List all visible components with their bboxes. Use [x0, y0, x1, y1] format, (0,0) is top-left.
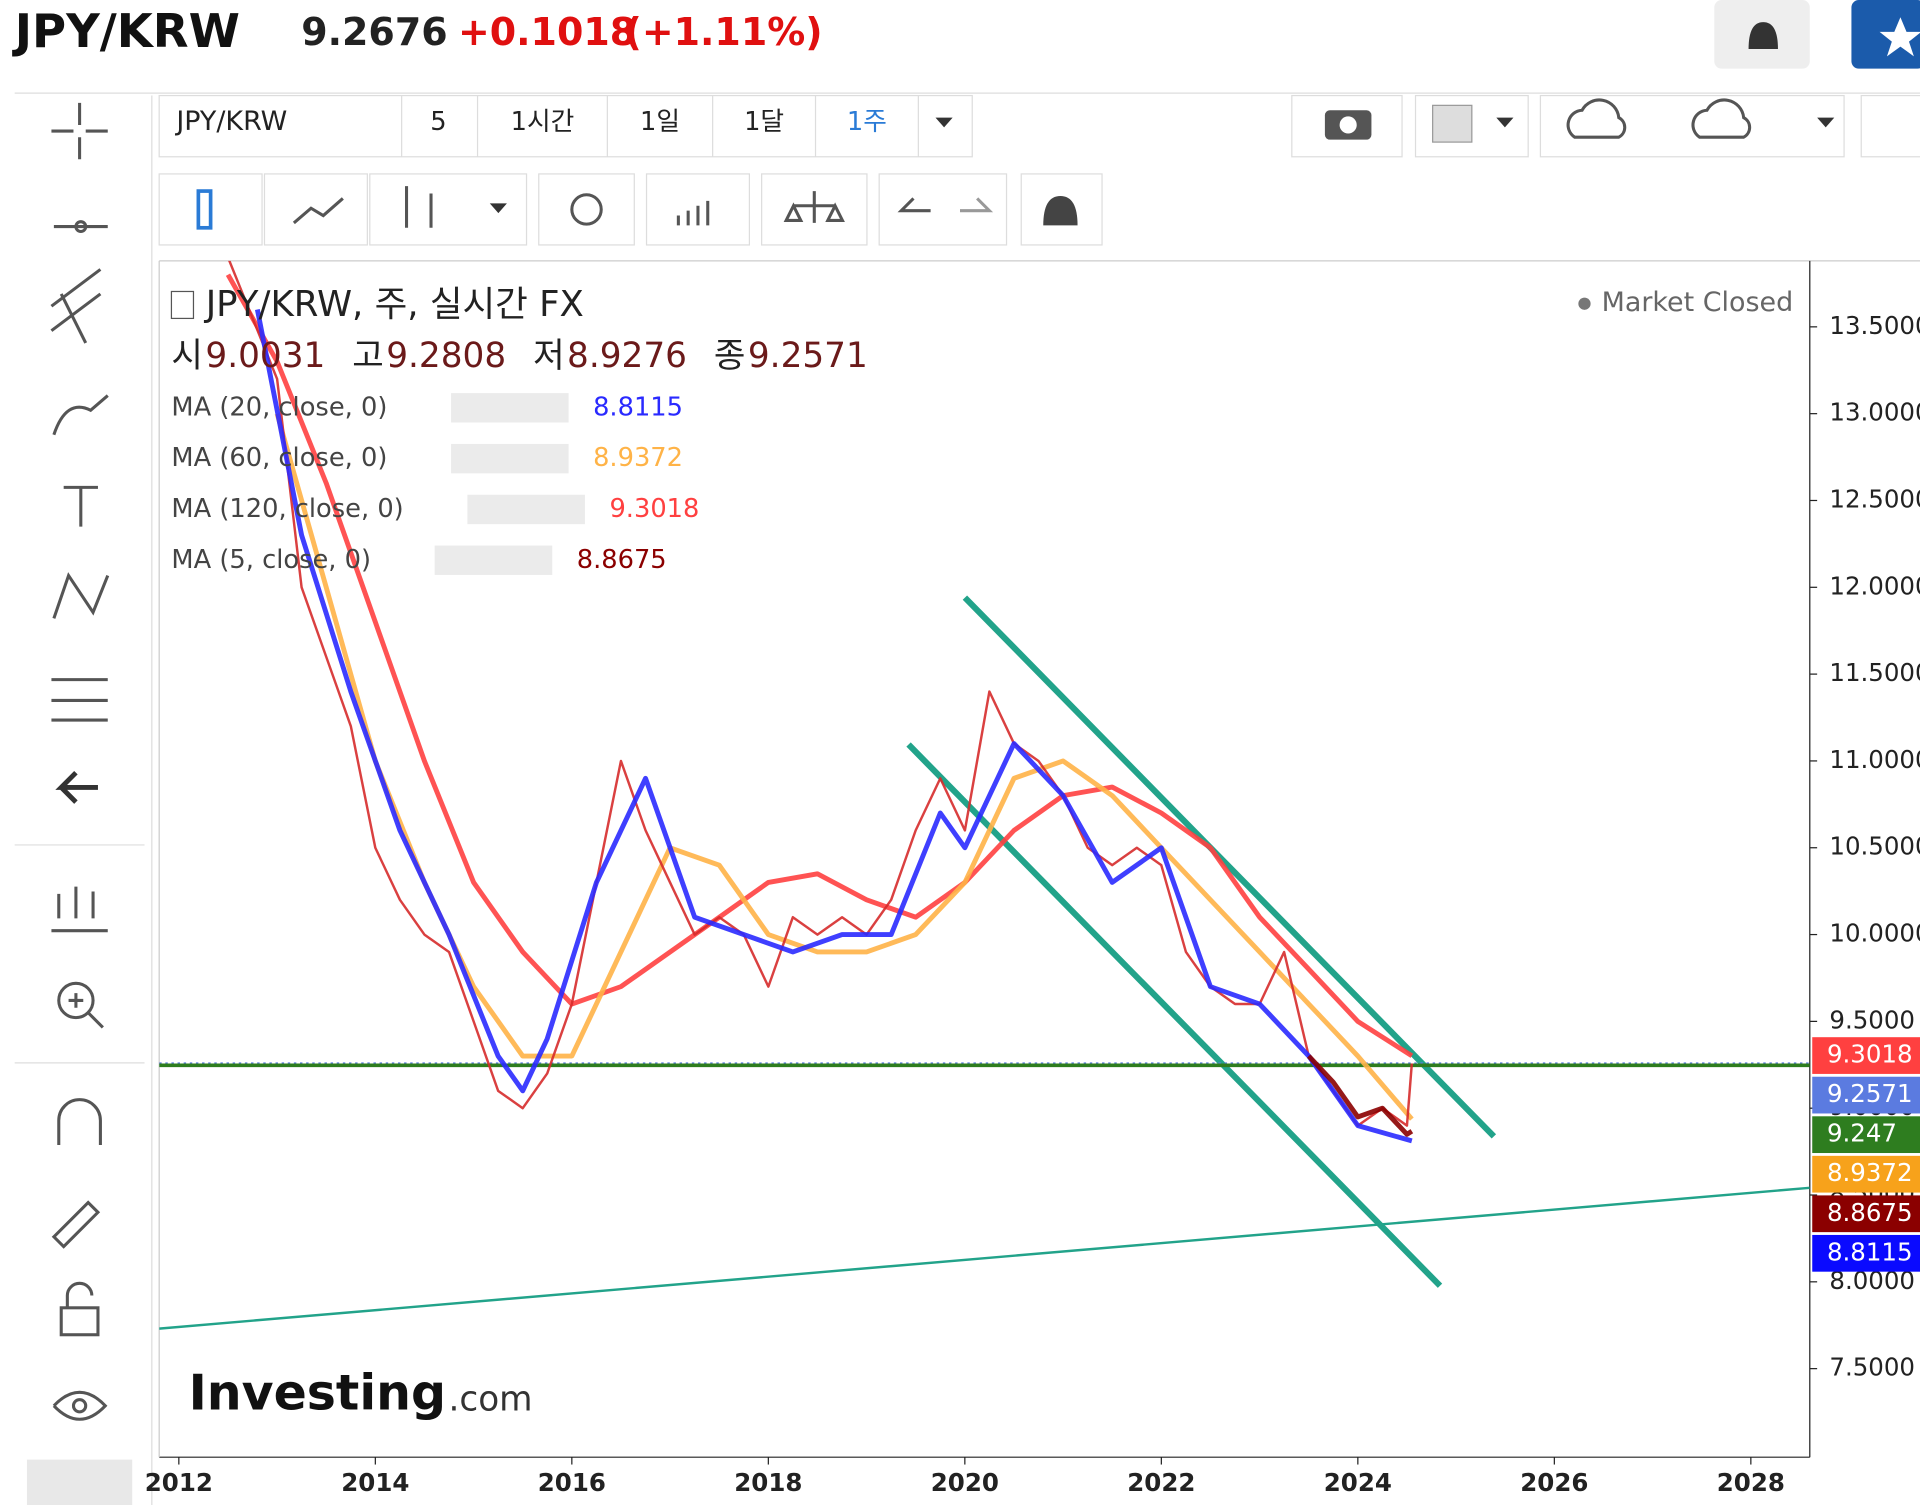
y-tick-label: 13.5000	[1829, 311, 1920, 340]
x-tick-label: 2012	[145, 1468, 213, 1497]
y-tick-label: 12.5000	[1829, 484, 1920, 513]
x-tick-label: 2026	[1520, 1468, 1588, 1497]
ma-line	[1306, 1054, 1414, 1137]
ohlc-label: 시	[171, 336, 203, 376]
price: 9.2676	[301, 10, 447, 54]
price-badge-label: 9.3018	[1827, 1040, 1913, 1069]
bell-icon	[1748, 22, 1778, 54]
legend-controls	[451, 393, 569, 423]
y-tick-label: 11.0000	[1829, 745, 1920, 774]
link-tool[interactable]	[26, 1459, 133, 1509]
legend-label: MA (60, close, 0)	[171, 443, 387, 473]
star-icon	[1879, 17, 1920, 57]
price-badge	[1812, 1116, 1920, 1154]
watermark-brand: Investing	[189, 1364, 446, 1421]
channel-lower	[906, 742, 1443, 1288]
fullscreen-button[interactable]	[1860, 94, 1920, 158]
x-tick-label: 2014	[341, 1468, 409, 1497]
watermark-suffix: .com	[448, 1379, 532, 1419]
x-tick-label: 2016	[538, 1468, 606, 1497]
support-line	[159, 1186, 1810, 1330]
legend-value: 8.8115	[593, 392, 683, 422]
symbol: JPY/KRW	[12, 4, 240, 58]
interval-group: 5 1시간 1일 1달 1주	[430, 107, 887, 137]
legend-controls	[434, 545, 553, 575]
price-badge	[1812, 1076, 1920, 1114]
legend-value: 9.3018	[609, 494, 699, 524]
interval[interactable]: 5	[430, 107, 446, 137]
legend-label: MA (20, close, 0)	[171, 392, 387, 422]
y-tick-label: 12.0000	[1829, 571, 1920, 600]
price-badge	[1812, 1037, 1920, 1074]
x-tick-label: 2024	[1324, 1468, 1392, 1497]
dropdown-arrow[interactable]	[935, 117, 953, 128]
legend-controls	[467, 494, 585, 525]
market-status: Market Closed	[1602, 287, 1794, 318]
change-pct: (+1.11%)	[624, 10, 822, 54]
indicator-legend: MA (20, close, 0) 8.8115 MA (60, close, 0)…	[171, 392, 699, 575]
y-tick-label: 9.5000	[1829, 1005, 1915, 1034]
y-tick-label: 10.5000	[1829, 832, 1920, 861]
price-badge-label: 8.8115	[1827, 1237, 1913, 1266]
ohlc-label: 고	[352, 336, 384, 376]
interval[interactable]: 1주	[847, 107, 887, 137]
interval[interactable]: 1일	[640, 107, 680, 137]
y-tick-label: 7.5000	[1829, 1353, 1915, 1382]
y-tick-label: 10.0000	[1829, 919, 1920, 948]
ohlc-value: 8.9276	[567, 336, 687, 376]
drawing-tools	[50, 220, 110, 1421]
x-tick-label: 2022	[1127, 1468, 1195, 1497]
legend-value: 8.8675	[577, 545, 667, 575]
y-tick-label: 13.0000	[1829, 398, 1920, 427]
ma-line	[225, 273, 1414, 1058]
ma-line	[274, 413, 1414, 1121]
legend-label: MA (120, close, 0)	[171, 494, 403, 524]
change: +0.1018	[458, 10, 636, 54]
legend-label: MA (5, close, 0)	[171, 545, 371, 575]
price-badge-label: 9.247	[1827, 1119, 1897, 1148]
interval-bar	[158, 94, 973, 158]
interval[interactable]: 1시간	[511, 107, 575, 137]
price-badge-label: 8.8675	[1827, 1198, 1913, 1227]
ohlc-row: 시 9.0031 고 9.2808 저 8.9276 종 9.2571	[171, 336, 867, 376]
toolbar-symbol[interactable]: JPY/KRW	[174, 106, 287, 137]
price-badge	[1812, 1234, 1920, 1272]
x-tick-label: 2020	[931, 1468, 999, 1497]
ohlc-label: 저	[533, 336, 565, 376]
status-dot	[1578, 297, 1591, 310]
ohlc-value: 9.2571	[748, 336, 868, 376]
sidebar-icons	[51, 102, 108, 160]
price-badge-label: 8.9372	[1827, 1158, 1913, 1187]
price-badge-label: 9.2571	[1827, 1079, 1913, 1108]
ohlc-label: 종	[714, 336, 746, 376]
price-badge	[1812, 1155, 1920, 1193]
interval[interactable]: 1달	[744, 107, 784, 137]
plot-area	[159, 260, 1810, 1330]
ohlc-value: 9.0031	[205, 336, 325, 376]
legend-value: 8.9372	[593, 443, 683, 473]
y-tick-label: 11.5000	[1829, 658, 1920, 687]
legend-controls	[451, 443, 569, 474]
ma-line	[254, 309, 1413, 1144]
chart-title: JPY/KRW, 주, 실시간 FX	[204, 284, 584, 325]
x-tick-label: 2018	[734, 1468, 802, 1497]
price-badge	[1812, 1195, 1920, 1233]
x-tick-label: 2028	[1717, 1468, 1785, 1497]
channel-upper	[962, 595, 1497, 1139]
collapse-icon[interactable]	[170, 290, 195, 320]
ohlc-value: 9.2808	[386, 336, 506, 376]
chart-toolbar	[158, 173, 1103, 246]
header-bar	[0, 0, 1920, 94]
price-line	[228, 260, 1414, 1127]
